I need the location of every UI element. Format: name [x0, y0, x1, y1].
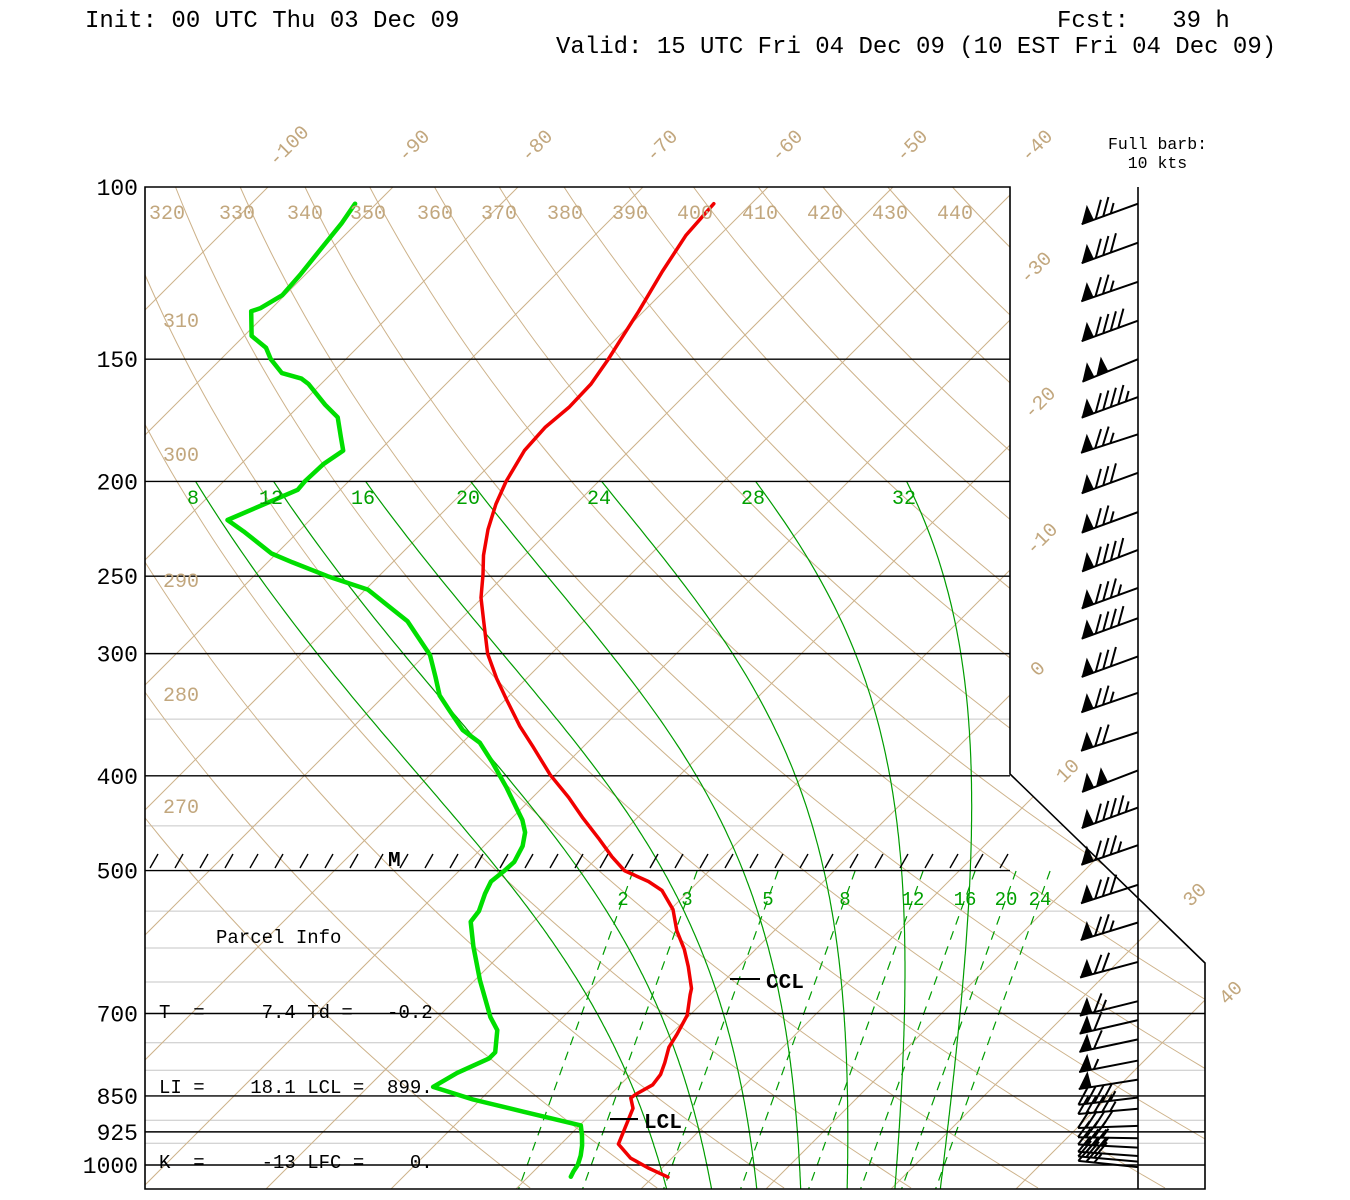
svg-text:280: 280: [163, 685, 199, 708]
theta-top-labels: 320 330 340 350 360 370 380 390 400 410 420 430 440: [149, 203, 973, 226]
svg-text:M: M: [388, 850, 401, 873]
svg-text:150: 150: [97, 348, 138, 374]
svg-text:270: 270: [163, 797, 199, 820]
forecast-hour-label: Fcst: 39 h: [1057, 8, 1230, 35]
svg-text:200: 200: [97, 470, 138, 496]
svg-text:32: 32: [892, 488, 916, 511]
svg-text:2: 2: [617, 889, 628, 911]
svg-text:30: 30: [1179, 879, 1212, 912]
svg-text:40: 40: [1215, 977, 1248, 1010]
svg-text:440: 440: [937, 203, 973, 226]
svg-text:-10: -10: [1022, 519, 1064, 561]
svg-text:340: 340: [287, 203, 323, 226]
valid-time-label: Valid: 15 UTC Fri 04 Dec 09 (10 EST Fri …: [556, 34, 1277, 61]
svg-text:8: 8: [187, 488, 199, 511]
svg-text:-90: -90: [394, 126, 436, 168]
svg-text:24: 24: [1029, 889, 1052, 911]
svg-text:-100: -100: [265, 122, 315, 172]
svg-text:700: 700: [97, 1003, 138, 1029]
pressure-axis-labels: 100 150 200 250 300 400 500 700 850 925 1000: [83, 176, 138, 1180]
mixing-ratio-lines: [518, 870, 1051, 1189]
svg-text:250: 250: [97, 565, 138, 591]
svg-text:400: 400: [97, 765, 138, 791]
parcel-row: K = -13 LFC = 0.: [159, 1152, 433, 1174]
dewpoint-curve: [225, 201, 585, 1179]
svg-text:-70: -70: [642, 126, 684, 168]
hatch-level-500: M: [149, 850, 1009, 873]
svg-text:310: 310: [163, 311, 199, 334]
pressure-gridlines: [145, 358, 1205, 1166]
svg-text:380: 380: [547, 203, 583, 226]
svg-text:0: 0: [1026, 657, 1051, 682]
svg-text:370: 370: [481, 203, 517, 226]
moist-adiabat-labels: 8 12 16 20 24 28 32: [187, 488, 916, 511]
svg-text:1000: 1000: [83, 1154, 138, 1180]
theta-left-labels: 310 300 290 280 270: [163, 311, 199, 820]
svg-text:320: 320: [149, 203, 185, 226]
temperature-curve: [479, 201, 716, 1179]
wind-barbs: [1077, 196, 1139, 1169]
init-time-label: Init: 00 UTC Thu 03 Dec 09: [85, 8, 460, 35]
mixing-ratio-labels: 2 3 5 8 12 16 20 24: [617, 889, 1051, 911]
svg-text:430: 430: [872, 203, 908, 226]
svg-text:-50: -50: [892, 126, 934, 168]
svg-text:350: 350: [350, 203, 386, 226]
svg-text:500: 500: [97, 860, 138, 886]
moist-adiabat-lines: [195, 481, 973, 1189]
svg-text:20: 20: [995, 889, 1018, 911]
plot-border: [144, 186, 1206, 1190]
svg-text:290: 290: [163, 571, 199, 594]
svg-text:300: 300: [163, 445, 199, 468]
svg-text:400: 400: [677, 203, 713, 226]
svg-text:3: 3: [681, 889, 692, 911]
level-markers: CCL LCL: [610, 972, 804, 1135]
svg-text:410: 410: [742, 203, 778, 226]
svg-text:-80: -80: [517, 126, 559, 168]
svg-text:-60: -60: [767, 126, 809, 168]
svg-text:8: 8: [839, 889, 850, 911]
isotherm-top-labels: -100 -90 -80 -70 -60 -50 -40: [265, 122, 1059, 172]
svg-text:10: 10: [1052, 755, 1085, 788]
wind-barb-legend: Full barb: 10 kts: [1095, 135, 1220, 173]
svg-text:16: 16: [351, 488, 375, 511]
svg-text:16: 16: [954, 889, 977, 911]
svg-text:5: 5: [762, 889, 773, 911]
svg-text:330: 330: [219, 203, 255, 226]
svg-text:28: 28: [741, 488, 765, 511]
svg-text:LCL: LCL: [644, 1112, 682, 1135]
svg-text:CCL: CCL: [766, 972, 804, 995]
svg-text:12: 12: [259, 488, 283, 511]
svg-text:12: 12: [902, 889, 925, 911]
svg-text:-30: -30: [1016, 248, 1058, 290]
svg-text:20: 20: [456, 488, 480, 511]
parcel-info-panel: Parcel Info T = 7.4 Td = -0.2 LI = 18.1 …: [159, 876, 433, 1200]
parcel-row: LI = 18.1 LCL = 899.: [159, 1077, 433, 1099]
svg-text:850: 850: [97, 1085, 138, 1111]
svg-text:-20: -20: [1020, 383, 1062, 425]
svg-text:360: 360: [417, 203, 453, 226]
minor-pressure-gridlines: [145, 718, 1205, 1144]
svg-text:100: 100: [97, 176, 138, 202]
svg-text:420: 420: [807, 203, 843, 226]
svg-text:-40: -40: [1017, 126, 1059, 168]
parcel-info-title: Parcel Info: [216, 927, 342, 949]
parcel-row: T = 7.4 Td = -0.2: [159, 1002, 433, 1024]
svg-text:925: 925: [97, 1121, 138, 1147]
wind-barb-legend-line2: 10 kts: [1127, 154, 1188, 173]
svg-text:390: 390: [612, 203, 648, 226]
wind-barb-legend-line1: Full barb:: [1107, 135, 1208, 154]
svg-text:24: 24: [587, 488, 611, 511]
svg-text:300: 300: [97, 643, 138, 669]
